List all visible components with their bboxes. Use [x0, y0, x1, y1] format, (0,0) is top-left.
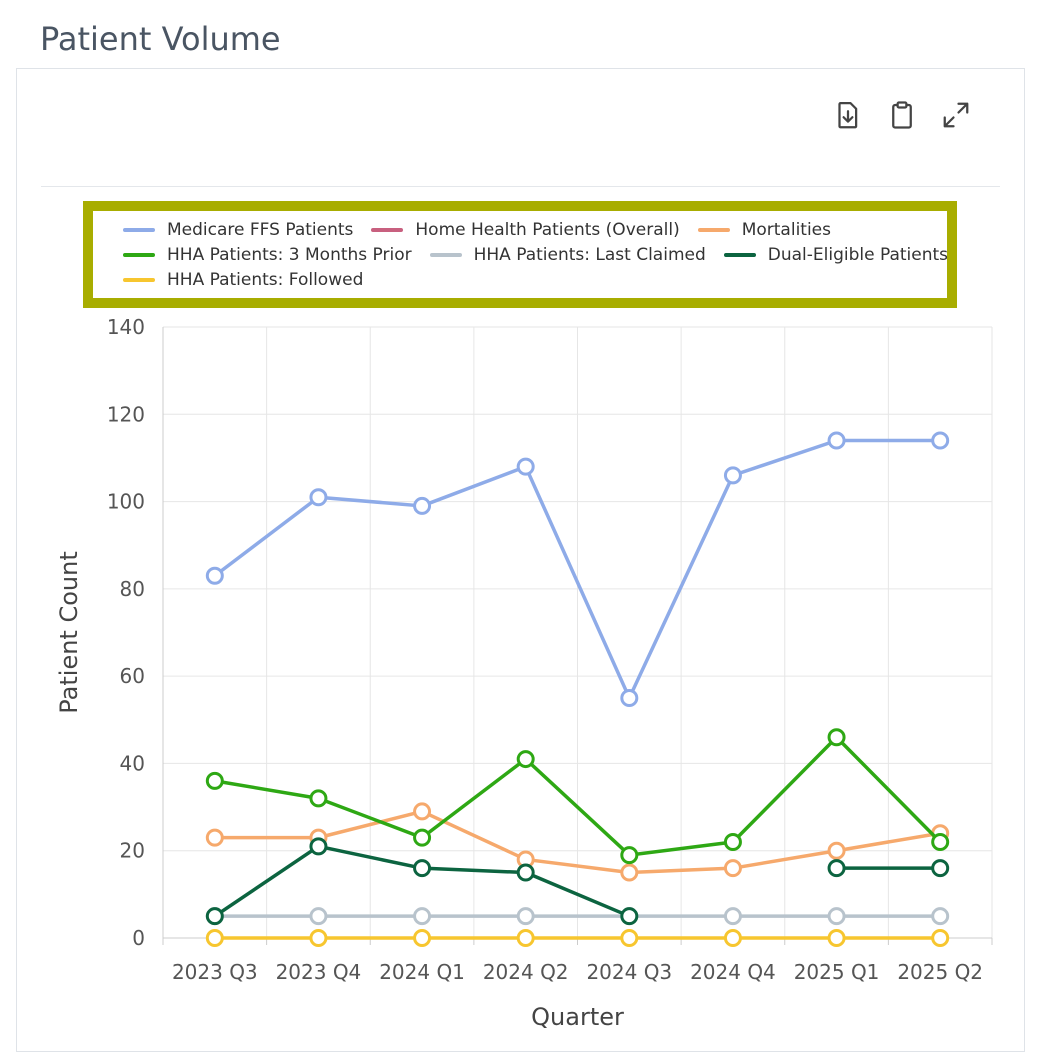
- series-line: [213, 438, 941, 700]
- expand-button[interactable]: [938, 97, 974, 133]
- data-point: [723, 907, 742, 926]
- y-tick-label: 0: [132, 926, 145, 950]
- x-tick-label: 2024 Q1: [379, 960, 465, 984]
- series-line: [213, 844, 630, 918]
- data-point: [516, 929, 535, 947]
- legend-row: HHA Patients: 3 Months Prior HHA Patient…: [123, 242, 949, 267]
- data-point: [205, 566, 224, 585]
- data-point: [413, 859, 432, 878]
- legend-item-mortalities[interactable]: Mortalities: [697, 219, 831, 240]
- x-tick-label: 2024 Q4: [690, 960, 776, 984]
- legend-item-home-health-overall[interactable]: Home Health Patients (Overall): [371, 219, 680, 240]
- data-point: [413, 828, 432, 847]
- data-point: [516, 863, 535, 882]
- data-point: [931, 907, 950, 926]
- legend-row: Medicare FFS Patients Home Health Patien…: [123, 217, 947, 242]
- data-point: [723, 929, 742, 947]
- legend-label: Mortalities: [741, 219, 831, 240]
- legend-label: HHA Patients: Followed: [167, 269, 364, 290]
- y-axis-title: Patient Count: [55, 551, 83, 713]
- x-tick-label: 2025 Q2: [897, 960, 983, 984]
- x-tick-label: 2024 Q3: [586, 960, 672, 984]
- data-point: [620, 929, 639, 947]
- data-point: [516, 907, 535, 926]
- data-point: [205, 771, 224, 790]
- chart-legend: Medicare FFS Patients Home Health Patien…: [83, 201, 957, 308]
- legend-label: Dual-Eligible Patients: [767, 244, 949, 265]
- data-point: [827, 841, 846, 860]
- data-point: [413, 929, 432, 947]
- data-point: [620, 863, 639, 882]
- data-point: [413, 907, 432, 926]
- legend-item-dual-eligible[interactable]: Dual-Eligible Patients: [723, 244, 949, 265]
- data-point: [620, 688, 639, 707]
- legend-swatch: [123, 277, 155, 282]
- data-point: [931, 431, 950, 450]
- data-point: [516, 457, 535, 476]
- y-tick-label: 40: [120, 751, 145, 775]
- y-tick-label: 60: [120, 664, 145, 688]
- chart-toolbar: [830, 97, 974, 133]
- data-point: [931, 859, 950, 878]
- data-point: [620, 907, 639, 926]
- x-axis-title: Quarter: [531, 1003, 624, 1031]
- download-icon: [838, 102, 858, 129]
- legend-label: HHA Patients: Last Claimed: [473, 244, 706, 265]
- data-point: [516, 750, 535, 769]
- data-point: [723, 832, 742, 851]
- y-tick-label: 100: [107, 490, 145, 514]
- data-point: [931, 929, 950, 947]
- download-button[interactable]: [830, 97, 866, 133]
- y-tick-label: 120: [107, 402, 145, 426]
- data-point: [620, 846, 639, 865]
- legend-swatch: [371, 227, 404, 232]
- x-tick-label: 2025 Q1: [794, 960, 880, 984]
- legend-swatch: [429, 252, 462, 257]
- series-line: [214, 735, 942, 857]
- legend-item-last-claimed[interactable]: HHA Patients: Last Claimed: [429, 244, 706, 265]
- data-point: [827, 929, 846, 947]
- data-point: [723, 466, 742, 485]
- legend-item-followed[interactable]: HHA Patients: Followed: [123, 270, 363, 290]
- page-title: Patient Volume: [40, 20, 281, 58]
- legend-item-medicare-ffs[interactable]: Medicare FFS Patients: [123, 220, 353, 240]
- toolbar-divider: [41, 186, 1000, 187]
- data-point: [309, 837, 328, 856]
- data-point: [309, 929, 328, 947]
- legend-swatch: [723, 252, 756, 257]
- data-point: [413, 496, 432, 515]
- series-line: [214, 809, 941, 875]
- x-tick-label: 2024 Q2: [483, 960, 569, 984]
- data-point: [827, 907, 846, 926]
- expand-icon: [943, 102, 969, 128]
- legend-swatch: [123, 252, 155, 257]
- legend-swatch: [123, 227, 155, 232]
- data-point: [413, 802, 432, 821]
- legend-item-3-months-prior[interactable]: HHA Patients: 3 Months Prior: [123, 245, 412, 265]
- data-point: [309, 789, 328, 808]
- data-point: [205, 929, 224, 947]
- legend-label: Medicare FFS Patients: [167, 219, 354, 240]
- clipboard-icon: [892, 101, 912, 129]
- y-tick-label: 140: [107, 315, 145, 339]
- x-tick-label: 2023 Q3: [172, 960, 258, 984]
- y-tick-label: 80: [120, 577, 145, 601]
- legend-row: HHA Patients: Followed: [123, 267, 947, 292]
- legend-label: HHA Patients: 3 Months Prior: [167, 244, 412, 265]
- data-point: [931, 832, 950, 851]
- x-tick-label: 2023 Q4: [276, 960, 362, 984]
- data-point: [309, 488, 328, 507]
- data-point: [827, 859, 846, 878]
- data-point: [827, 431, 846, 450]
- data-point: [205, 907, 224, 926]
- data-point: [309, 907, 328, 926]
- legend-swatch: [697, 227, 730, 232]
- copy-button[interactable]: [884, 97, 920, 133]
- data-point: [205, 828, 224, 847]
- legend-label: Home Health Patients (Overall): [415, 219, 680, 240]
- y-tick-label: 20: [120, 839, 145, 863]
- data-point: [827, 728, 846, 747]
- data-point: [723, 859, 742, 878]
